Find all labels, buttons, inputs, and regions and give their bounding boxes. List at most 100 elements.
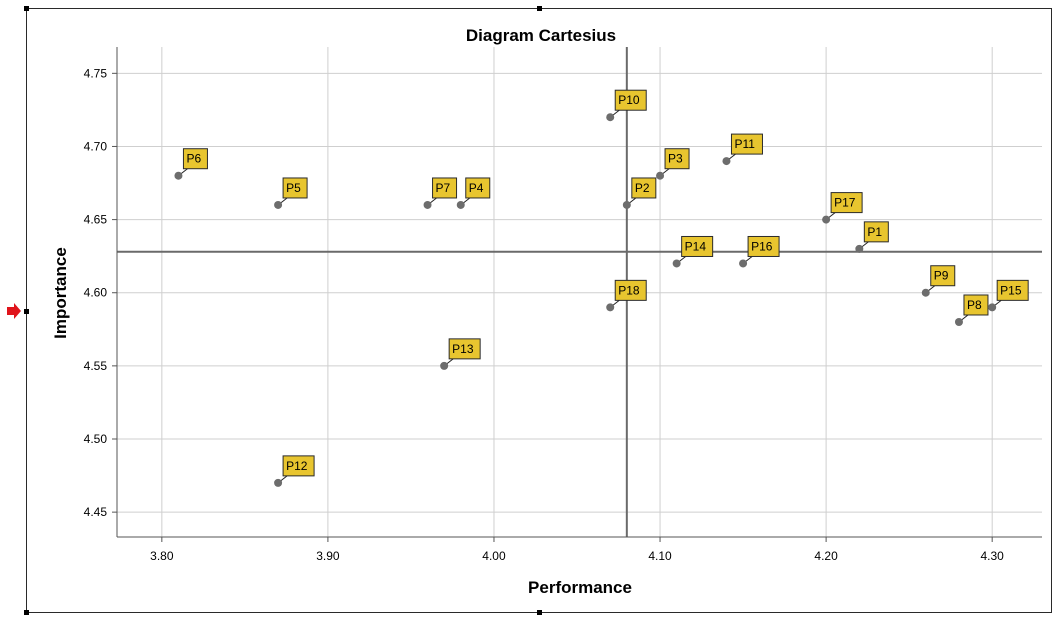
point-label-box [863,221,889,243]
point-marker [606,303,615,312]
point-label: P9 [934,269,949,283]
point-label-box [182,148,208,170]
red-arrow-icon [7,303,21,319]
point-label: P3 [668,152,683,166]
y-tick-label: 4.55 [84,359,108,373]
resize-handle-bottom-mid[interactable] [537,610,542,615]
data-point-p17[interactable]: P17 [822,192,863,224]
point-marker [456,200,465,209]
point-label: P15 [1000,283,1022,297]
x-tick-label: 4.20 [814,549,838,563]
data-point-p9[interactable]: P9 [921,265,956,297]
resize-handle-top-mid[interactable] [537,6,542,11]
data-point-p11[interactable]: P11 [722,133,763,166]
data-point-p10[interactable]: P10 [606,89,647,122]
point-label: P13 [452,342,474,356]
data-point-p18[interactable]: P18 [606,279,647,312]
data-point-p6[interactable]: P6 [174,148,208,180]
y-tick-labels: 4.45 4.50 4.55 4.60 4.65 4.70 4.75 [84,66,108,519]
data-point-p2[interactable]: P2 [622,177,657,209]
point-label: P10 [618,93,640,107]
data-point-p4[interactable]: P4 [456,177,491,209]
y-tick-label: 4.75 [84,66,108,80]
point-label-box [448,338,481,360]
data-point-p12[interactable]: P12 [274,455,315,487]
point-marker [855,244,864,253]
point-label: P4 [469,181,484,195]
y-tick-label: 4.60 [84,286,108,300]
x-axis-title: Performance [528,578,632,597]
reference-lines [117,47,1042,537]
x-tick-label: 4.00 [482,549,506,563]
point-marker [822,215,831,224]
point-label: P7 [436,181,451,195]
point-marker [274,478,283,487]
point-label-box [830,192,863,214]
point-marker [274,200,283,209]
chart-title: Diagram Cartesius [466,26,616,45]
point-label-box [681,235,714,257]
y-axis-title: Importance [51,247,70,339]
y-tick-label: 4.65 [84,213,108,227]
point-label-box [963,294,989,316]
point-label: P2 [635,181,650,195]
point-marker [672,259,681,268]
point-label: P1 [867,225,882,239]
data-point-p8[interactable]: P8 [954,294,989,326]
data-point-p5[interactable]: P5 [274,177,308,209]
point-label-box [282,455,315,477]
resize-handle-top-left[interactable] [24,6,29,11]
point-label-box [664,148,690,170]
resize-handle-left-mid[interactable] [24,309,29,314]
point-label-box [282,177,308,199]
y-tick-label: 4.45 [84,505,108,519]
y-tick-label: 4.70 [84,139,108,153]
x-tick-labels: 3.80 3.90 4.00 4.10 4.20 4.30 [150,549,1004,563]
point-label: P14 [685,239,707,253]
point-label-box [747,235,780,257]
point-label-box [432,177,458,199]
point-label: P11 [734,137,755,151]
point-marker [606,113,615,122]
point-marker [656,171,665,180]
point-label-box [930,265,956,287]
x-tick-label: 3.80 [150,549,174,563]
data-point-p7[interactable]: P7 [423,177,458,209]
resize-handle-bottom-left[interactable] [24,610,29,615]
point-label: P6 [186,152,201,166]
point-label-box [631,177,657,199]
point-marker [423,200,432,209]
grid-lines [117,47,1042,537]
point-marker [722,157,731,166]
x-tick-label: 3.90 [316,549,340,563]
x-tick-label: 4.30 [980,549,1004,563]
point-label-box [465,177,491,199]
point-label: P16 [751,239,773,253]
point-label-box [730,133,763,155]
point-label-box [996,279,1029,301]
point-label: P17 [834,196,856,210]
data-point-p13[interactable]: P13 [440,338,481,370]
point-label-box [614,89,647,111]
point-label: P8 [967,298,982,312]
data-point-p14[interactable]: P14 [672,235,714,268]
data-point-p1[interactable]: P1 [855,221,889,253]
point-marker [954,317,963,326]
data-point-p3[interactable]: P3 [656,148,690,180]
point-marker [739,259,748,268]
data-point-p16[interactable]: P16 [739,235,780,268]
point-marker [622,200,631,209]
point-label: P12 [286,459,308,473]
point-marker [921,288,930,297]
point-marker [440,361,449,370]
point-marker [988,303,997,312]
y-tick-label: 4.50 [84,432,108,446]
x-tick-label: 4.10 [648,549,672,563]
data-point-p15[interactable]: P15 [988,279,1029,312]
point-label: P18 [618,283,640,297]
data-points: P1 P2 P3 P4 P5 P6 P7 P8 P9 P10 P11 P12 P13 P14 P15 P16 P… [174,89,1029,487]
axes [112,47,1042,542]
point-label: P5 [286,181,301,195]
point-label-box [614,279,647,301]
